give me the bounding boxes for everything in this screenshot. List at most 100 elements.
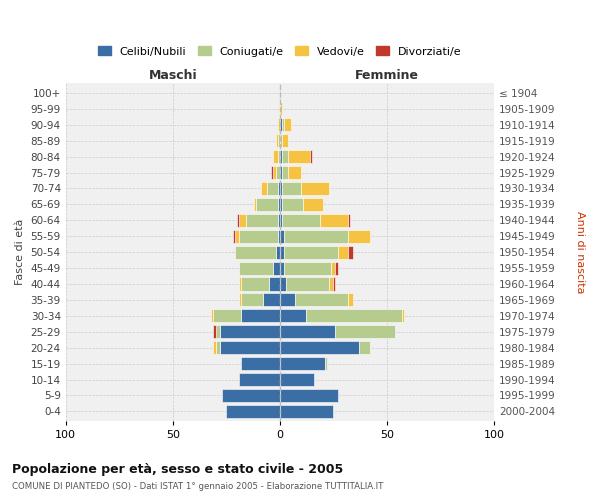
Bar: [226, 405, 280, 418]
Bar: [335, 262, 338, 274]
Text: Maschi: Maschi: [148, 68, 197, 82]
Bar: [280, 357, 325, 370]
Bar: [280, 405, 334, 418]
Bar: [304, 198, 323, 211]
Bar: [239, 278, 241, 290]
Bar: [239, 294, 241, 306]
Bar: [402, 310, 404, 322]
Bar: [282, 214, 320, 227]
Y-axis label: Fasce di età: Fasce di età: [15, 219, 25, 286]
Bar: [275, 246, 280, 258]
Bar: [215, 341, 220, 354]
Bar: [331, 262, 335, 274]
Bar: [289, 150, 310, 163]
Bar: [267, 182, 278, 195]
Bar: [239, 230, 278, 243]
Bar: [280, 166, 282, 179]
Bar: [239, 262, 274, 274]
Y-axis label: Anni di nascita: Anni di nascita: [575, 211, 585, 294]
Bar: [280, 262, 284, 274]
Bar: [349, 246, 353, 258]
Bar: [260, 182, 267, 195]
Bar: [349, 294, 353, 306]
Bar: [359, 341, 370, 354]
Bar: [329, 278, 334, 290]
Bar: [241, 357, 280, 370]
Bar: [284, 230, 349, 243]
Bar: [278, 182, 280, 195]
Bar: [301, 182, 329, 195]
Bar: [271, 166, 274, 179]
Bar: [235, 246, 275, 258]
Bar: [274, 262, 280, 274]
Bar: [282, 182, 301, 195]
Bar: [214, 341, 215, 354]
Bar: [305, 310, 402, 322]
Bar: [239, 214, 245, 227]
Bar: [278, 134, 280, 147]
Legend: Celibi/Nubili, Coniugati/e, Vedovi/e, Divorziati/e: Celibi/Nubili, Coniugati/e, Vedovi/e, Di…: [93, 42, 466, 61]
Bar: [282, 166, 289, 179]
Bar: [237, 214, 239, 227]
Bar: [280, 230, 284, 243]
Bar: [239, 373, 280, 386]
Bar: [284, 262, 331, 274]
Bar: [349, 230, 370, 243]
Bar: [220, 326, 280, 338]
Bar: [284, 118, 290, 132]
Bar: [214, 310, 241, 322]
Bar: [280, 310, 305, 322]
Bar: [241, 310, 280, 322]
Bar: [280, 246, 284, 258]
Bar: [215, 326, 220, 338]
Bar: [280, 278, 286, 290]
Bar: [280, 373, 314, 386]
Bar: [282, 134, 289, 147]
Bar: [256, 198, 278, 211]
Bar: [310, 150, 312, 163]
Bar: [289, 166, 301, 179]
Bar: [280, 118, 282, 132]
Bar: [280, 150, 282, 163]
Bar: [275, 134, 278, 147]
Bar: [241, 278, 269, 290]
Bar: [233, 230, 235, 243]
Bar: [280, 341, 359, 354]
Bar: [338, 246, 349, 258]
Bar: [282, 150, 289, 163]
Bar: [245, 214, 278, 227]
Text: Popolazione per età, sesso e stato civile - 2005: Popolazione per età, sesso e stato civil…: [12, 462, 343, 475]
Bar: [222, 389, 280, 402]
Bar: [335, 326, 395, 338]
Bar: [295, 294, 349, 306]
Bar: [280, 182, 282, 195]
Bar: [282, 198, 304, 211]
Bar: [325, 357, 327, 370]
Bar: [211, 310, 214, 322]
Bar: [241, 294, 263, 306]
Bar: [320, 214, 349, 227]
Bar: [275, 166, 280, 179]
Bar: [280, 326, 335, 338]
Bar: [280, 198, 282, 211]
Bar: [220, 341, 280, 354]
Bar: [269, 278, 280, 290]
Bar: [263, 294, 280, 306]
Text: COMUNE DI PIANTEDO (SO) - Dati ISTAT 1° gennaio 2005 - Elaborazione TUTTITALIA.I: COMUNE DI PIANTEDO (SO) - Dati ISTAT 1° …: [12, 482, 383, 491]
Bar: [280, 134, 282, 147]
Text: Femmine: Femmine: [355, 68, 419, 82]
Bar: [280, 294, 295, 306]
Bar: [280, 389, 338, 402]
Bar: [284, 246, 338, 258]
Bar: [278, 118, 280, 132]
Bar: [274, 150, 278, 163]
Bar: [278, 230, 280, 243]
Bar: [278, 214, 280, 227]
Bar: [278, 150, 280, 163]
Bar: [282, 118, 284, 132]
Bar: [254, 198, 256, 211]
Bar: [286, 278, 329, 290]
Bar: [349, 214, 350, 227]
Bar: [274, 166, 275, 179]
Bar: [278, 198, 280, 211]
